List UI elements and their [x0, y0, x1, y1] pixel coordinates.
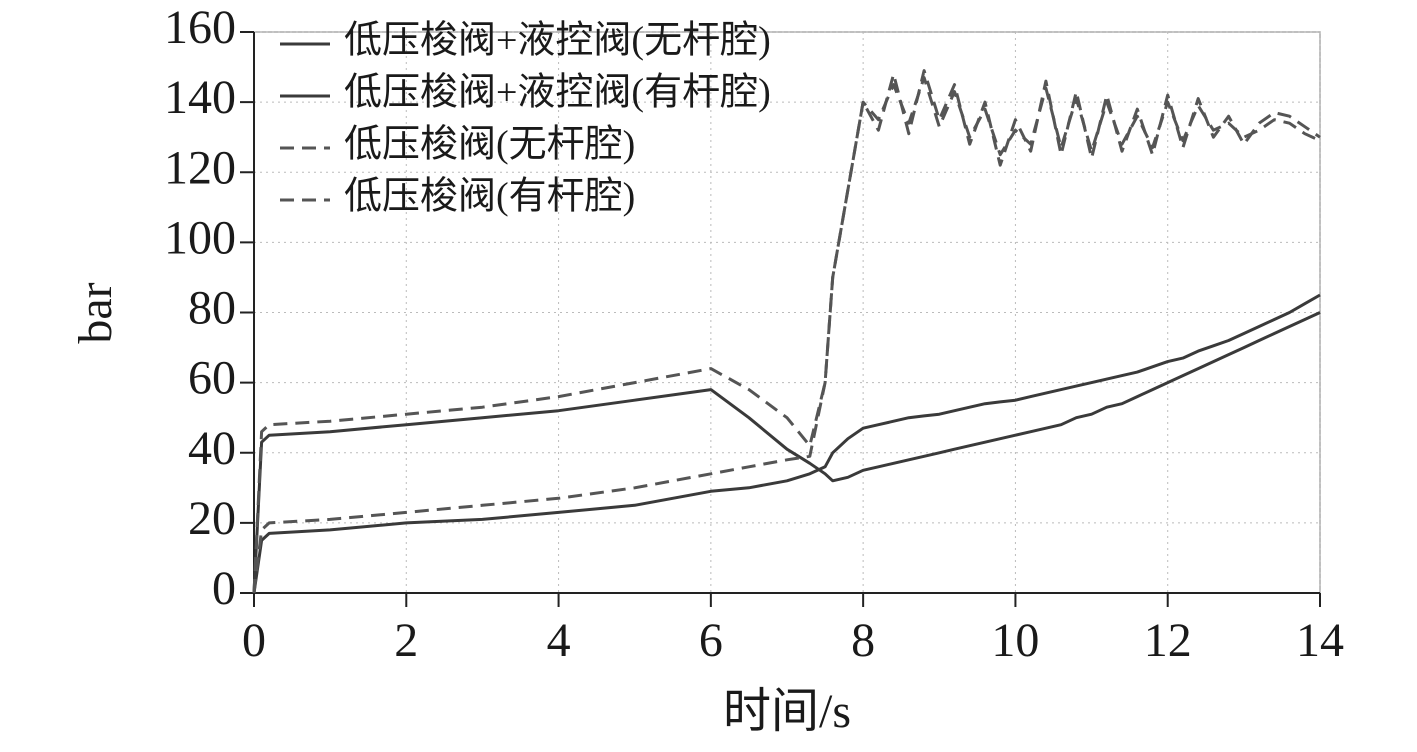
- y-tick-label: 100: [164, 211, 236, 264]
- y-tick-label: 120: [164, 141, 236, 194]
- x-tick-label: 0: [242, 614, 266, 667]
- y-axis-label: bar: [69, 282, 122, 343]
- x-tick-label: 2: [394, 614, 418, 667]
- y-tick-label: 0: [212, 562, 236, 615]
- data-line: [252, 76, 1321, 594]
- legend-label: 低压梭阀(有杆腔): [344, 176, 635, 218]
- x-tick-label: 4: [547, 614, 571, 667]
- data-line: [252, 311, 1321, 594]
- x-tick-label: 12: [1144, 614, 1192, 667]
- y-tick-label: 80: [188, 282, 236, 335]
- x-axis-label: 时间/s: [723, 685, 851, 738]
- legend-label: 低压梭阀+液控阀(有杆腔): [344, 72, 771, 114]
- y-tick-label: 160: [164, 1, 236, 54]
- legend-label: 低压梭阀+液控阀(无杆腔): [344, 20, 771, 62]
- y-tick-label: 20: [188, 492, 236, 545]
- y-tick-label: 60: [188, 352, 236, 405]
- y-tick-label: 140: [164, 71, 236, 124]
- x-tick-label: 14: [1296, 614, 1344, 667]
- x-tick-label: 10: [991, 614, 1039, 667]
- y-tick-label: 40: [188, 422, 236, 475]
- x-tick-label: 6: [699, 614, 723, 667]
- legend-label: 低压梭阀(无杆腔): [344, 124, 635, 166]
- data-line: [252, 293, 1321, 594]
- x-tick-label: 8: [851, 614, 875, 667]
